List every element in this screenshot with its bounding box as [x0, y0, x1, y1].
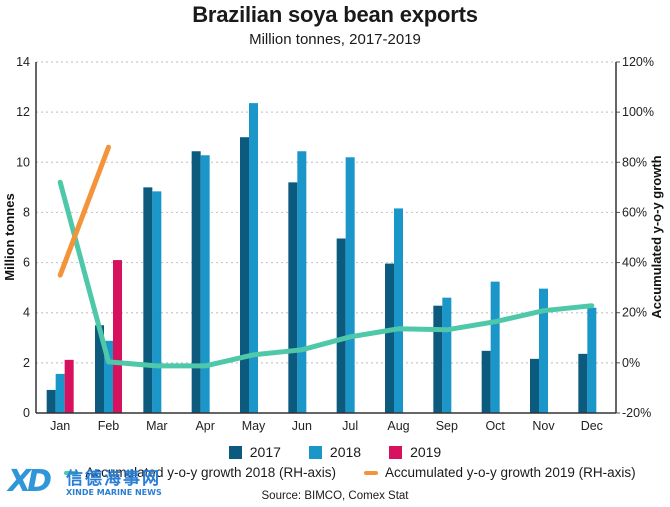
- bar-2018: [345, 157, 355, 413]
- legend-item-2018: 2018: [308, 444, 362, 460]
- y2-tick-label: 0%: [622, 356, 640, 370]
- bar-2017: [143, 187, 153, 413]
- bar-2018: [200, 155, 210, 413]
- y2-tick-label: 100%: [622, 105, 654, 119]
- bar-2019: [64, 359, 74, 413]
- bar-2018: [587, 307, 597, 413]
- x-tick-label: Jun: [292, 419, 312, 433]
- line-growth-2019: [57, 144, 111, 278]
- y-axis-title: Million tonnes: [2, 193, 17, 280]
- legend-label-2017: 2017: [249, 444, 281, 460]
- x-tick-label: Jan: [50, 419, 70, 433]
- bar-2017: [481, 350, 491, 413]
- watermark-name-en: XINDE MARINE NEWS: [66, 488, 162, 497]
- y-tick-label: 0: [23, 406, 30, 420]
- bar-2018: [152, 191, 162, 413]
- legend-swatch-2017: [228, 445, 242, 459]
- x-tick-label: Feb: [98, 419, 120, 433]
- bar-2017: [191, 151, 201, 414]
- y-tick-label: 8: [23, 205, 30, 219]
- watermark-name-cn: 信德海事网: [66, 469, 161, 489]
- y-tick-label: 6: [23, 256, 30, 270]
- x-tick-label: Sep: [436, 419, 458, 433]
- y2-tick-label: -20%: [622, 406, 651, 420]
- x-tick-label: Jul: [342, 419, 358, 433]
- y2-tick-label: 80%: [622, 155, 647, 169]
- legend-item-growth-2018: Accumulated y-o-y growth 2018 (RH-axis): [64, 465, 336, 480]
- legend-label-2018: 2018: [329, 444, 362, 460]
- x-tick-label: May: [242, 419, 266, 433]
- legend-lines: Accumulated y-o-y growth 2018 (RH-axis) …: [30, 465, 670, 480]
- bar-2017: [240, 137, 249, 413]
- legend-swatch-2019: [389, 445, 403, 459]
- source-note: Source: BIMCO, Comex Stat: [261, 490, 409, 502]
- chart-subtitle: Million tonnes, 2017-2019: [249, 31, 421, 48]
- legend-swatch-growth-2018: [64, 470, 79, 475]
- x-tick-label: Aug: [387, 419, 409, 433]
- x-tick-label: Oct: [485, 419, 505, 433]
- legend-item-growth-2019: Accumulated y-o-y growth 2019 (RH-axis): [364, 465, 636, 480]
- legend-label-growth-2019: Accumulated y-o-y growth 2019 (RH-axis): [385, 465, 636, 480]
- lines: [57, 144, 595, 369]
- y-tick-label: 14: [16, 55, 30, 69]
- y2-axis-title: Accumulated y-o-y growth: [649, 155, 664, 318]
- axes: [35, 61, 620, 414]
- legend-swatch-growth-2019: [364, 470, 378, 475]
- bar-2019: [113, 260, 122, 413]
- bar-2018: [490, 281, 500, 413]
- y2-tick-label: 20%: [622, 306, 647, 320]
- y-tick-label: 10: [16, 155, 30, 169]
- bar-2018: [249, 103, 258, 414]
- y-tick-label: 4: [23, 306, 30, 320]
- x-tick-label: Mar: [146, 419, 168, 433]
- bar-2017: [578, 353, 588, 413]
- gridlines: [36, 61, 616, 364]
- bar-2017: [530, 358, 539, 413]
- line-growth-2018: [57, 179, 595, 369]
- legend-item-2017: 2017: [228, 444, 281, 460]
- bar-2018: [442, 297, 452, 413]
- bar-2017: [385, 263, 394, 413]
- legend-item-2019: 2019: [389, 444, 441, 460]
- legend-bars: 2017 2018 2019: [0, 444, 670, 460]
- bar-2018: [104, 340, 113, 413]
- x-tick-label: Nov: [532, 419, 555, 433]
- legend-label-growth-2018: Accumulated y-o-y growth 2018 (RH-axis): [85, 465, 336, 480]
- watermark-logo-icon: XD: [8, 464, 52, 499]
- legend-label-2019: 2019: [410, 444, 442, 460]
- bar-2018: [55, 373, 65, 413]
- x-tick-label: Dec: [581, 419, 603, 433]
- y2-tick-label: 120%: [622, 55, 654, 69]
- bar-2017: [95, 325, 104, 413]
- chart-title: Brazilian soya bean exports: [192, 2, 478, 27]
- bar-2017: [336, 238, 346, 413]
- bar-2018: [394, 208, 403, 413]
- bars: [46, 103, 597, 414]
- legend-swatch-2018: [308, 445, 322, 459]
- tick-labels: 0 2 4 6 8 10 12 14 -20% 0% 20% 40% 60% 80% 100% 120% Jan…: [16, 55, 654, 433]
- watermark: XD 信德海事网 XINDE MARINE NEWS: [8, 462, 168, 504]
- y2-tick-label: 60%: [622, 205, 647, 219]
- bar-2017: [433, 305, 443, 413]
- bar-2017: [288, 182, 298, 413]
- bar-2017: [46, 389, 56, 413]
- bar-2018: [539, 288, 548, 413]
- y-tick-label: 2: [23, 356, 30, 370]
- x-tick-label: Apr: [195, 419, 214, 433]
- y-tick-label: 12: [16, 105, 30, 119]
- y2-tick-label: 40%: [622, 256, 647, 270]
- bar-2018: [297, 151, 307, 414]
